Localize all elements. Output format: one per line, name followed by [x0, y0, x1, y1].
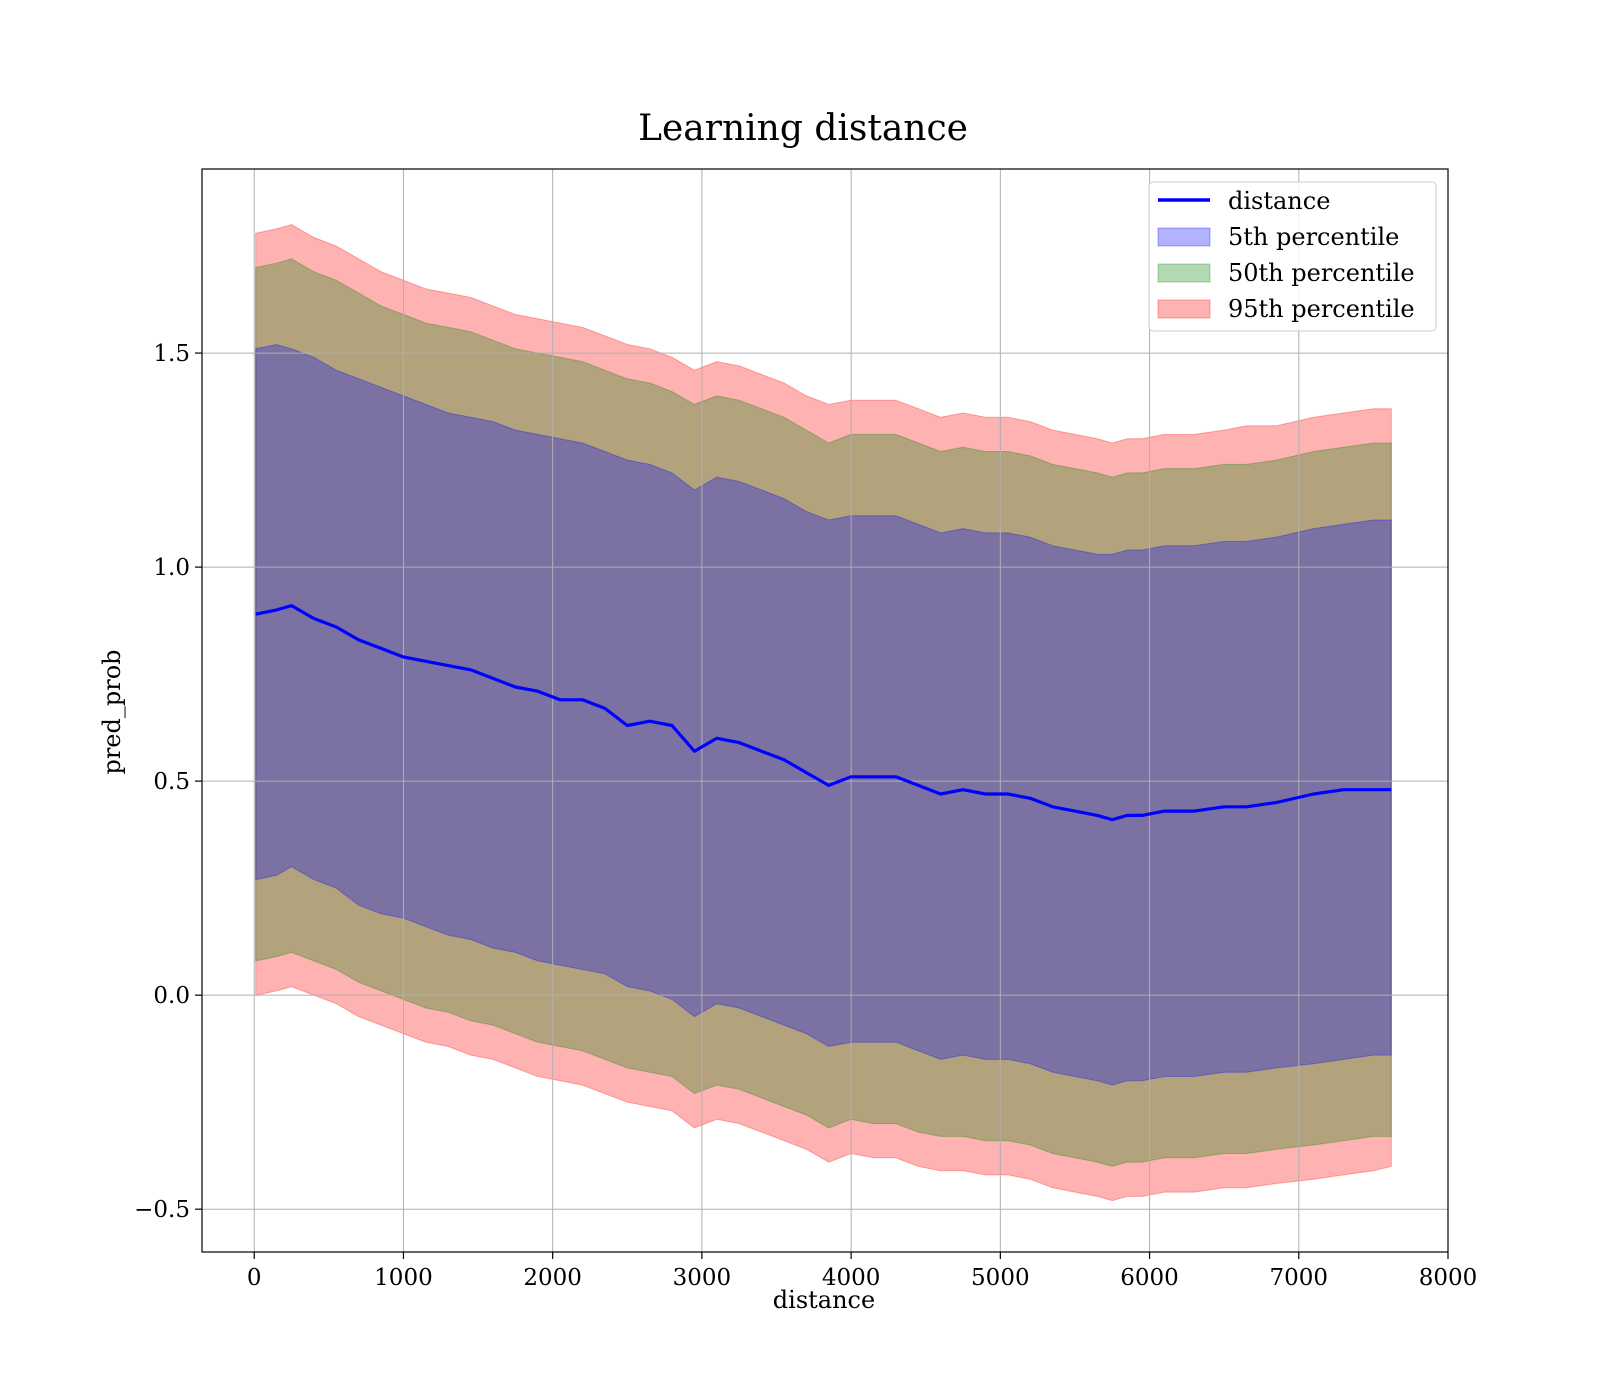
band-50th-percentile — [255, 258, 1392, 1167]
x-axis-ticks: 0 1000 2000 3000 4000 5000 6000 7000 8000 — [247, 1252, 1477, 1291]
y-tick-label: 1.0 — [153, 555, 190, 581]
x-tick-label: 7000 — [1270, 1265, 1329, 1291]
legend-label-5th: 5th percentile — [1228, 223, 1399, 251]
percentile-bands — [255, 224, 1392, 1202]
series-lines — [255, 603, 1392, 822]
legend-label-50th: 50th percentile — [1228, 259, 1415, 287]
legend-swatch-95th — [1157, 299, 1211, 319]
y-tick-label: −0.5 — [134, 1197, 190, 1223]
x-tick-label: 3000 — [673, 1265, 732, 1291]
band-95th-percentile — [255, 224, 1392, 1202]
grid-lines — [202, 169, 1448, 1252]
y-tick-label: 0.0 — [153, 983, 190, 1009]
x-tick-label: 2000 — [523, 1265, 582, 1291]
x-tick-label: 6000 — [1120, 1265, 1179, 1291]
y-axis-ticks: −0.5 0.0 0.5 1.0 1.5 — [134, 341, 202, 1223]
chart-title: Learning distance — [638, 108, 968, 149]
x-tick-label: 4000 — [822, 1265, 881, 1291]
band-5th-percentile — [255, 343, 1392, 1086]
x-tick-label: 5000 — [971, 1265, 1030, 1291]
y-axis-label: pred_prob — [98, 649, 126, 774]
legend-swatch-5th — [1157, 227, 1211, 247]
legend-label-distance: distance — [1228, 187, 1330, 215]
legend-label-95th: 95th percentile — [1228, 295, 1415, 323]
plot-frame — [201, 168, 1449, 1253]
x-tick-label: 0 — [247, 1265, 262, 1291]
x-axis-label: distance — [773, 1286, 875, 1314]
x-tick-label: 1000 — [374, 1265, 433, 1291]
legend-box — [1148, 181, 1437, 332]
plot-area — [201, 168, 1449, 1253]
y-tick-label: 1.5 — [153, 341, 190, 367]
x-tick-label: 8000 — [1419, 1265, 1478, 1291]
y-tick-label: 0.5 — [153, 769, 190, 795]
series-line-distance — [255, 603, 1392, 822]
plot-background — [202, 169, 1448, 1252]
legend-swatch-50th — [1157, 263, 1211, 283]
legend: distance 5th percentile 50th percentile … — [1148, 181, 1437, 332]
